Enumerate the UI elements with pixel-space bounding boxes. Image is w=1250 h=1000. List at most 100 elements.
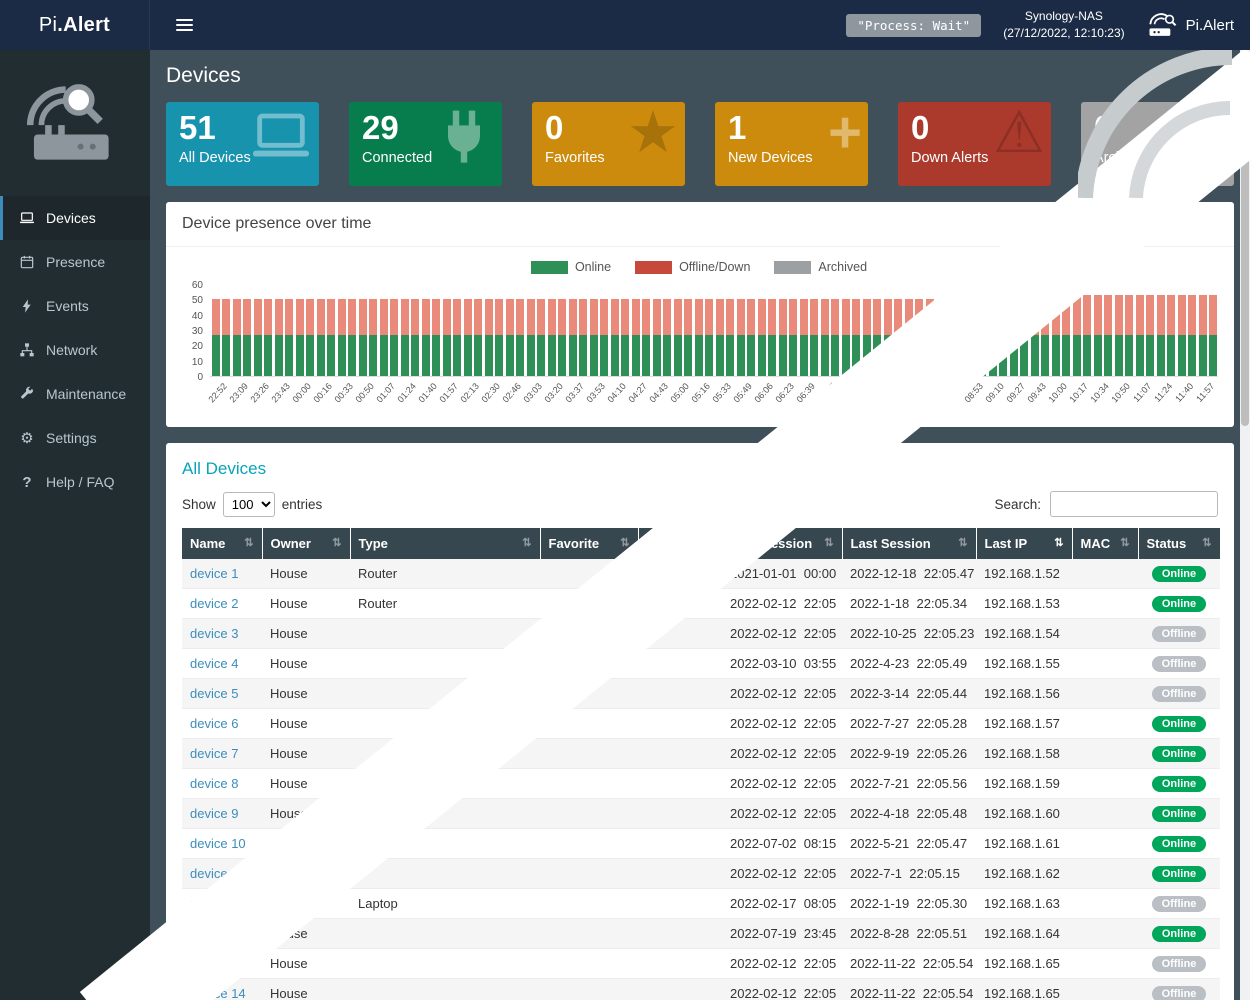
column-header-mac[interactable]: MAC ⇅ [1072,528,1139,559]
search-input[interactable] [1050,491,1218,517]
vertical-scrollbar[interactable] [1240,50,1250,1000]
sidebar-item-presence[interactable]: Presence [0,240,150,284]
device-row[interactable]: device 4 House 2022-03-10 03:55 2022-4-23 2… [182,648,1220,679]
chart-bar-group [840,299,861,376]
device-link[interactable]: device 11 [190,866,245,881]
type-cell [350,618,540,649]
sidebar-item-settings[interactable]: ⚙ Settings [0,416,150,460]
first-session-cell: 2022-02-12 22:05 [722,948,842,979]
chart-x-label: 07:47 [878,381,902,405]
bolt-icon [18,298,36,314]
sidebar-item-devices[interactable]: Devices [0,196,150,240]
device-link[interactable]: device 1 [190,566,239,581]
last-session-cell: 2022-7-27 22:05.28 [842,708,976,739]
device-row[interactable]: device 13 House 2022-07-19 23:45 2022-8-28 … [182,918,1220,949]
device-link[interactable]: device 2 [190,596,239,611]
column-header-last-session[interactable]: Last Session ⇅ [842,528,977,559]
sidebar-item-help-faq[interactable]: ? Help / FAQ [0,460,150,504]
device-link[interactable]: device 6 [190,716,239,731]
device-row[interactable]: device 8 House 2022-02-12 22:05 2022-7-21 2… [182,768,1220,799]
device-row[interactable]: device 9 House 2022-02-12 22:05 2022-4-18 2… [182,798,1220,829]
device-link[interactable]: device 5 [190,686,239,701]
status-badge: Offline [1151,626,1207,642]
device-row[interactable]: device 7 House 2022-02-12 22:05 2022-9-19 2… [182,738,1220,769]
chart-x-label: 07:30 [857,381,881,405]
chart-x-label: 06:06 [752,381,776,405]
scrollbar-thumb[interactable] [1241,54,1249,426]
column-header-group[interactable]: Group ⇅ [638,528,723,559]
mac-cell [1072,948,1138,979]
device-link[interactable]: device 10 [190,836,246,851]
device-link[interactable]: device 9 [190,806,239,821]
owner-cell: House [262,588,350,619]
column-header-name[interactable]: Name ⇅ [182,528,263,559]
chart-x-label: 08:20 [920,381,944,405]
chart-title: Device presence over time [166,202,1234,247]
status-badge: Offline [1151,686,1207,702]
chart-bar-group [1176,294,1197,376]
sidebar-item-network[interactable]: Network [0,328,150,372]
device-link[interactable]: device 8 [190,776,239,791]
chart-bar-group [231,299,252,376]
device-link[interactable]: device 14 [190,956,246,971]
sidebar-item-maintenance[interactable]: Maintenance [0,372,150,416]
chart-x-label: 03:03 [521,381,545,405]
last-session-cell: 2022-12-18 22:05.47 [842,559,976,589]
device-row[interactable]: device 3 House 2022-02-12 22:05 2022-10-25 … [182,618,1220,649]
chart-bar-group [1197,294,1218,376]
device-link[interactable]: device 12 [190,896,246,911]
page-size-select[interactable]: 100 [222,491,275,517]
summary-card-favorites[interactable]: 0 Favorites ★ [532,102,685,186]
device-row[interactable]: device 11 House 2022-02-12 22:05 2022-7-1 2… [182,858,1220,889]
chart-bar-group [441,299,462,376]
device-row[interactable]: device 10 House 2022-07-02 08:15 2022-5-21 … [182,828,1220,859]
sidebar: Devices Presence Events Network Maintenance ⚙… [0,50,150,1000]
device-row[interactable]: device 14 House 2022-02-12 22:05 2022-11-22… [182,978,1220,1000]
mac-cell [1072,678,1138,709]
first-session-cell: 2022-02-12 22:05 [722,588,842,619]
owner-cell: House [262,828,350,859]
first-session-cell: 2022-02-12 22:05 [722,858,842,889]
status-badge: Online [1151,716,1207,732]
chart-bar-group [273,299,294,376]
column-header-status[interactable]: Status ⇅ [1138,528,1221,559]
last-session-cell: 2022-11-22 22:05.54 [842,978,976,1000]
column-header-first-session[interactable]: First Session ⇅ [722,528,843,559]
device-row[interactable]: device 5 House 2022-02-12 22:05 2022-3-14 2… [182,678,1220,709]
first-session-cell: 2022-02-12 22:05 [722,798,842,829]
device-row[interactable]: device 2 House Router 2022-02-12 22:05 2022-… [182,588,1220,619]
device-row[interactable]: device 14 House 2022-02-12 22:05 2022-11-22… [182,948,1220,979]
summary-card-connected[interactable]: 29 Connected [349,102,502,186]
column-header-type[interactable]: Type ⇅ [350,528,541,559]
summary-card-new-devices[interactable]: 1 New Devices + [715,102,868,186]
chart-bar-group [1029,294,1050,376]
device-row[interactable]: device 6 House 2022-02-12 22:05 2022-7-27 2… [182,708,1220,739]
chart-x-label: 10:00 [1046,381,1070,405]
device-link[interactable]: device 14 [190,986,246,1000]
column-header-owner[interactable]: Owner ⇅ [262,528,351,559]
device-link[interactable]: device 4 [190,656,239,671]
device-link[interactable]: device 13 [190,926,246,941]
device-row[interactable]: device 1 House Router Always on 2021-01-01 0… [182,559,1220,589]
last-ip-cell: 192.168.1.65 [976,948,1072,979]
chart-x-label: 11:40 [1173,381,1196,404]
first-session-cell: 2022-02-12 22:05 [722,678,842,709]
summary-card-down-alerts[interactable]: 0 Down Alerts ⚠ [898,102,1051,186]
device-row[interactable]: device 12 House Laptop 2022-02-17 08:05 2022… [182,888,1220,919]
device-link[interactable]: device 3 [190,626,239,641]
last-ip-cell: 192.168.1.62 [976,858,1072,889]
last-session-cell: 2022-5-21 22:05.47 [842,828,976,859]
chart-x-label: 08:53 [962,381,986,405]
brand-logo[interactable]: Pi .Alert [0,0,150,50]
sidebar-item-events[interactable]: Events [0,284,150,328]
hamburger-menu-icon[interactable] [170,13,199,37]
status-badge: Online [1151,926,1207,942]
column-header-last-ip[interactable]: Last IP ⇅ [976,528,1073,559]
summary-card-all-devices[interactable]: 51 All Devices [166,102,319,186]
summary-card-archived[interactable]: 0 Archived [1081,102,1234,186]
device-link[interactable]: device 7 [190,746,239,761]
chart-bar-group [525,299,546,376]
chart-x-label: 01:24 [395,381,419,405]
column-header-favorite[interactable]: Favorite ⇅ [540,528,639,559]
chart-bar-group [378,299,399,376]
